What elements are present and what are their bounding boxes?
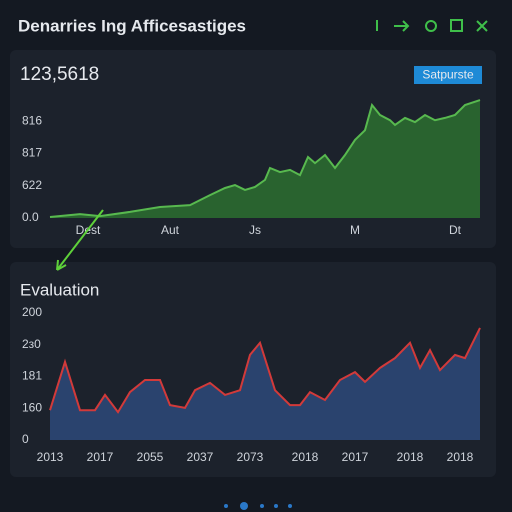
x-tick-label: 2037 [187, 450, 214, 464]
page-dot-active[interactable] [240, 502, 248, 510]
metric-value: 123,5618 [20, 64, 99, 85]
toolbar-icons[interactable] [376, 19, 488, 32]
icon-gear[interactable] [425, 20, 437, 32]
page-dot[interactable] [224, 504, 228, 508]
icon-window[interactable] [450, 19, 463, 32]
button-label[interactable]: Satpurste [422, 68, 474, 82]
x-tick-label: M [350, 223, 360, 237]
panel-title: Evaluation [20, 280, 99, 299]
annotation-arrow [56, 209, 104, 271]
area-line [49, 99, 481, 218]
x-tick-label: 2055 [137, 450, 164, 464]
y-tick-label: 0.0 [22, 210, 39, 224]
x-tick-label: 2073 [237, 450, 264, 464]
pagination[interactable] [224, 502, 292, 510]
x-tick-label: 2017 [342, 450, 369, 464]
page-dot[interactable] [260, 504, 264, 508]
x-tick-label: Dt [449, 223, 462, 237]
y-tick-label: 200 [22, 305, 42, 319]
x-tick-label: 2018 [292, 450, 319, 464]
x-tick-label: 2013 [37, 450, 64, 464]
x-tick-label: Js [249, 223, 261, 237]
app-title: Denarries Ing Afficesastiges [18, 16, 246, 35]
area-fill [50, 100, 480, 218]
area-line [49, 327, 481, 414]
x-tick-label: Aut [161, 223, 180, 237]
y-tick-label: 181 [22, 369, 42, 383]
y-tick-label: 2з0 [22, 337, 41, 351]
y-tick-label: 622 [22, 178, 42, 192]
y-tick-label: 816 [22, 113, 42, 127]
page-dot[interactable] [274, 504, 278, 508]
page-dot[interactable] [288, 504, 292, 508]
button-bg[interactable] [414, 66, 482, 84]
y-tick-label: 160 [22, 400, 42, 414]
area-fill [50, 327, 480, 440]
x-tick-label: 2018 [447, 450, 474, 464]
x-tick-label: 2017 [87, 450, 114, 464]
icon-close[interactable] [476, 20, 488, 32]
icon-arrow[interactable] [394, 20, 410, 32]
x-tick-label: 2018 [397, 450, 424, 464]
y-tick-label: 0 [22, 432, 29, 446]
y-tick-label: 817 [22, 146, 42, 160]
